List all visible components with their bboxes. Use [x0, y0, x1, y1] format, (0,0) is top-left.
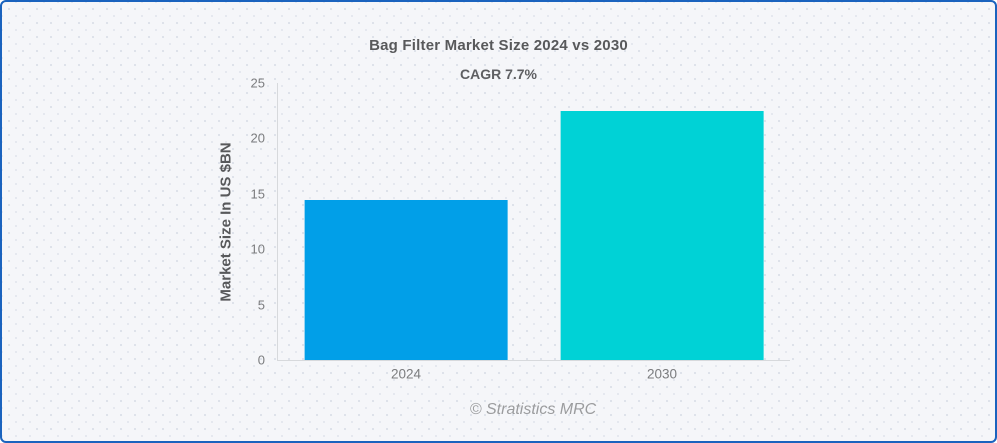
chart-subtitle: CAGR 7.7% [459, 66, 538, 82]
plot-area: 0 5 10 15 20 25 2024 2030 [251, 77, 790, 382]
y-tick-label: 15 [250, 186, 265, 202]
y-axis-title: Market Size In US $BN [217, 142, 235, 302]
x-tick-label-2024: 2024 [390, 366, 422, 382]
y-tick-label: 25 [250, 75, 265, 91]
y-tick-label: 10 [250, 241, 265, 257]
x-tick-label-2030: 2030 [646, 366, 678, 382]
bar-2024 [304, 200, 508, 360]
footer-attribution: © Stratistics MRC [469, 401, 597, 418]
y-tick-label: 20 [250, 130, 265, 146]
y-tick-label: 0 [257, 352, 265, 368]
bar-2030 [560, 110, 764, 360]
y-tick-label: 5 [257, 297, 265, 313]
chart-title: Bag Filter Market Size 2024 vs 2030 [369, 37, 628, 54]
